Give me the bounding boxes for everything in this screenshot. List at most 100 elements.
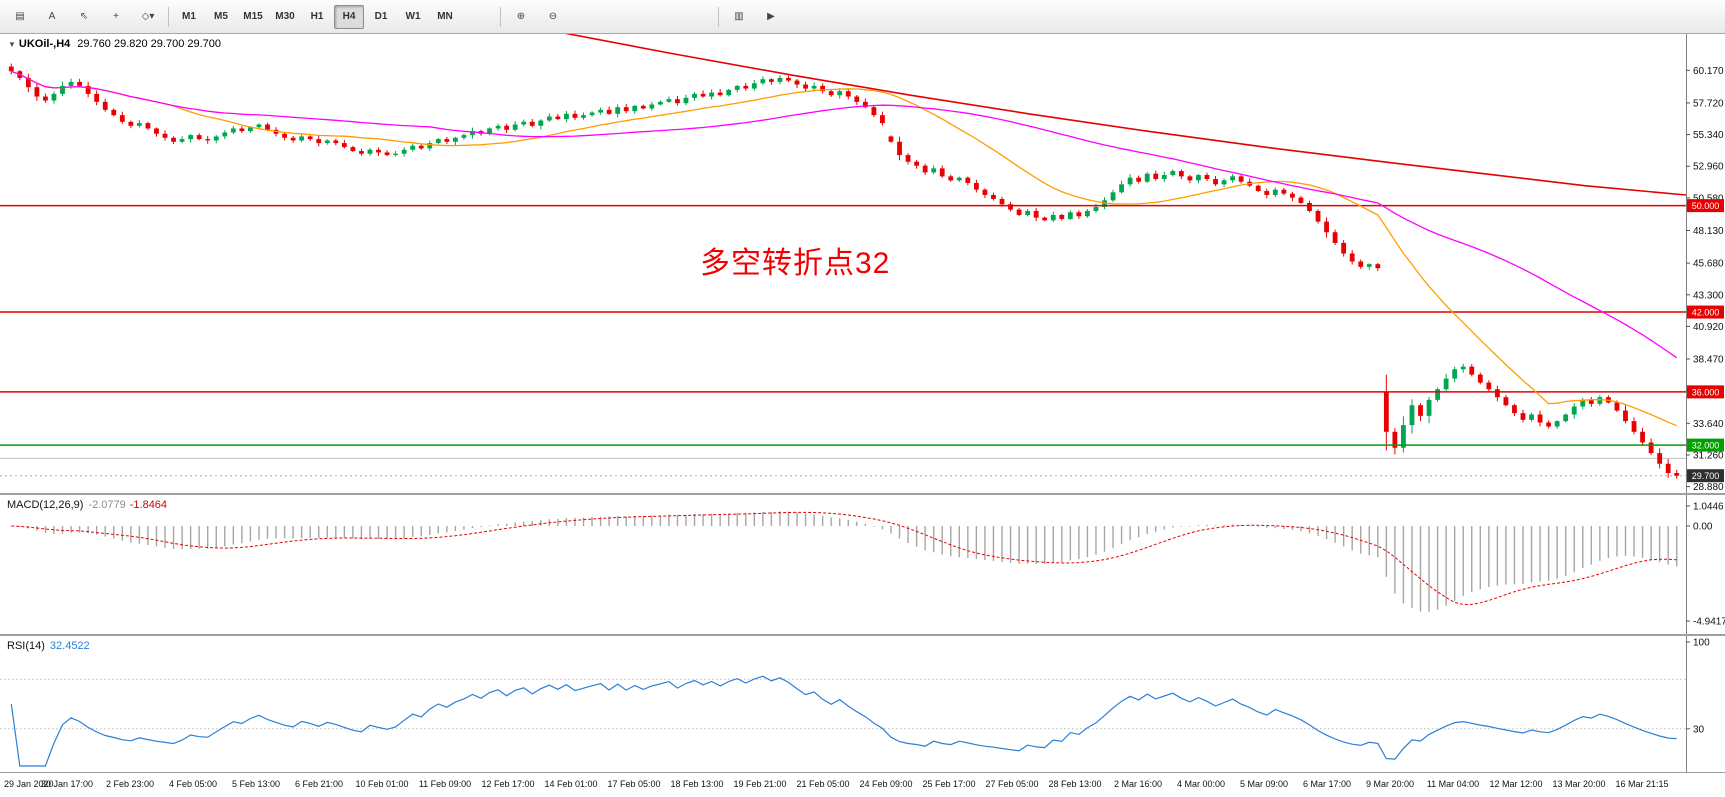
timeframe-h1[interactable]: H1 [310,11,324,22]
time-label: 6 Feb 21:00 [294,779,344,789]
time-label: 10 Feb 01:00 [355,779,409,789]
toolbar: ▤ A ⇖ + ◇▾ M1 M5 M15 M30 H1 H4 D1 W1 MN ⊕ ⊖ ▥ ▶ [0,0,1725,34]
macd-signal-line [11,511,1677,606]
ma-line-50 [11,70,1678,359]
rsi-name: RSI(14) [7,640,45,652]
cursor-tool-icon[interactable]: ⇖ [79,11,89,22]
timeframe-m1[interactable]: M1 [182,11,196,22]
rsi-value: 32.4522 [49,640,90,652]
timeframe-mn[interactable]: MN [437,11,453,22]
macd-panel[interactable]: 1.0446 0.00 -4.9417 [0,495,1725,634]
price-badge [1687,385,1724,399]
tile-windows-icon[interactable]: ▥ [734,11,744,22]
svg-text:29.700: 29.700 [1692,471,1720,481]
macd-tick-label: 1.0446 [1693,501,1724,512]
toolbar-separator [718,6,719,27]
toolbar-separator [500,6,501,27]
time-label: 16 Mar 21:15 [1615,779,1669,789]
price-tick-label: 45.680 [1693,259,1724,270]
slow-ma-line [564,34,1687,196]
chart-title: ▼ UKOil-,H4 29.760 29.820 29.700 29.700 [8,38,221,50]
price-tick-label: 57.720 [1693,98,1724,109]
price-badge [1687,305,1724,319]
price-tick-label: 43.300 [1693,290,1724,301]
timeframe-d1[interactable]: D1 [374,11,388,22]
candles-layer [8,63,1680,479]
time-label: 6 Mar 17:00 [1302,779,1352,789]
price-tick-label: 52.960 [1693,162,1724,173]
crosshair-tool-icon[interactable]: + [113,11,119,22]
svg-text:50.000: 50.000 [1692,201,1720,211]
time-label: 5 Mar 09:00 [1239,779,1289,789]
price-badge [1687,438,1724,452]
price-tick-label: 33.640 [1693,419,1724,430]
time-label: 17 Feb 05:00 [607,779,661,789]
zoom-in-icon[interactable]: ⊕ [516,11,526,22]
macd-tick-label: -4.9417 [1693,617,1725,628]
time-label: 14 Feb 01:00 [544,779,598,789]
time-label: 11 Feb 09:00 [418,779,472,789]
price-tick-label: 31.260 [1693,450,1724,461]
timeframe-m5[interactable]: M5 [214,11,228,22]
timeframe-m30[interactable]: M30 [275,11,295,22]
timeframe-w1[interactable]: W1 [405,11,421,22]
symbol-label: UKOil-,H4 [18,38,71,50]
svg-text:36.000: 36.000 [1692,387,1720,397]
time-label: 9 Mar 20:00 [1365,779,1415,789]
ma-line-20 [11,70,1677,427]
macd-header: MACD(12,26,9) -2.0779 -1.8464 [7,499,167,511]
time-label: 4 Feb 05:00 [168,779,218,789]
rsi-tick-label: 30 [1693,724,1705,735]
time-label: 21 Feb 05:00 [796,779,850,789]
time-label: 29 Jan 2020 [4,779,54,789]
panel-resize-handle[interactable] [0,493,1725,495]
time-label: 5 Feb 13:00 [231,779,281,789]
rsi-line [10,675,1677,767]
rsi-panel[interactable]: 100 30 [0,636,1725,772]
time-label: 12 Feb 17:00 [481,779,535,789]
time-label: 4 Mar 00:00 [1176,779,1226,789]
timeframe-h4[interactable]: H4 [334,4,364,29]
macd-value-signal: -1.8464 [129,499,168,511]
time-label: 2 Mar 16:00 [1113,779,1163,789]
time-label: 24 Feb 09:00 [859,779,913,789]
time-label: 25 Feb 17:00 [922,779,976,789]
macd-name: MACD(12,26,9) [7,499,84,511]
price-badge [1687,469,1724,483]
price-tick-label: 48.130 [1693,226,1724,237]
time-label: 12 Mar 12:00 [1489,779,1543,789]
time-label: 11 Mar 04:00 [1426,779,1480,789]
price-tick-label: 55.340 [1693,130,1724,141]
time-label: 19 Feb 21:00 [733,779,787,789]
time-label: 18 Feb 13:00 [670,779,724,789]
timeframe-m15[interactable]: M15 [243,11,263,22]
time-label: 30 Jan 17:00 [40,779,94,789]
main-price-chart[interactable]: 60.170 57.720 55.340 52.960 50.580 48.130 45.6… [0,34,1725,493]
price-tick-label: 60.170 [1693,66,1724,77]
drawing-tools-icon[interactable]: ◇▾ [141,11,155,22]
price-tick-label: 50.580 [1693,193,1724,204]
svg-text:32.000: 32.000 [1692,441,1720,451]
toolbar-separator [168,6,169,27]
auto-scroll-icon[interactable]: ▶ [767,11,775,22]
symbol-dropdown-icon[interactable]: ▼ [8,40,16,49]
toolbar-zoom-group: ⊕ ⊖ [506,5,568,29]
timeframe-group: M1 M5 M15 M30 H1 H4 D1 W1 MN [174,4,460,29]
time-axis[interactable]: 29 Jan 2020 30 Jan 17:00 2 Feb 23:00 4 Feb … [0,772,1725,797]
rsi-header: RSI(14) 32.4522 [7,640,90,652]
chart-grid-icon[interactable]: ▤ [15,11,25,22]
time-label: 27 Feb 05:00 [985,779,1039,789]
price-badge [1687,199,1724,213]
price-tick-label: 40.920 [1693,322,1724,333]
price-tick-label: 38.470 [1693,355,1724,366]
svg-text:42.000: 42.000 [1692,308,1720,318]
ohlc-values: 29.760 29.820 29.700 29.700 [77,38,222,50]
zoom-out-icon[interactable]: ⊖ [548,11,558,22]
macd-tick-label: 0.00 [1693,522,1713,533]
toolbar-window-group: ▥ ▶ [724,5,786,29]
time-label: 2 Feb 23:00 [105,779,155,789]
panel-resize-handle[interactable] [0,634,1725,636]
price-tick-label: 28.880 [1693,482,1724,493]
text-annotation-icon[interactable]: A [48,11,56,22]
time-label: 28 Feb 13:00 [1048,779,1102,789]
